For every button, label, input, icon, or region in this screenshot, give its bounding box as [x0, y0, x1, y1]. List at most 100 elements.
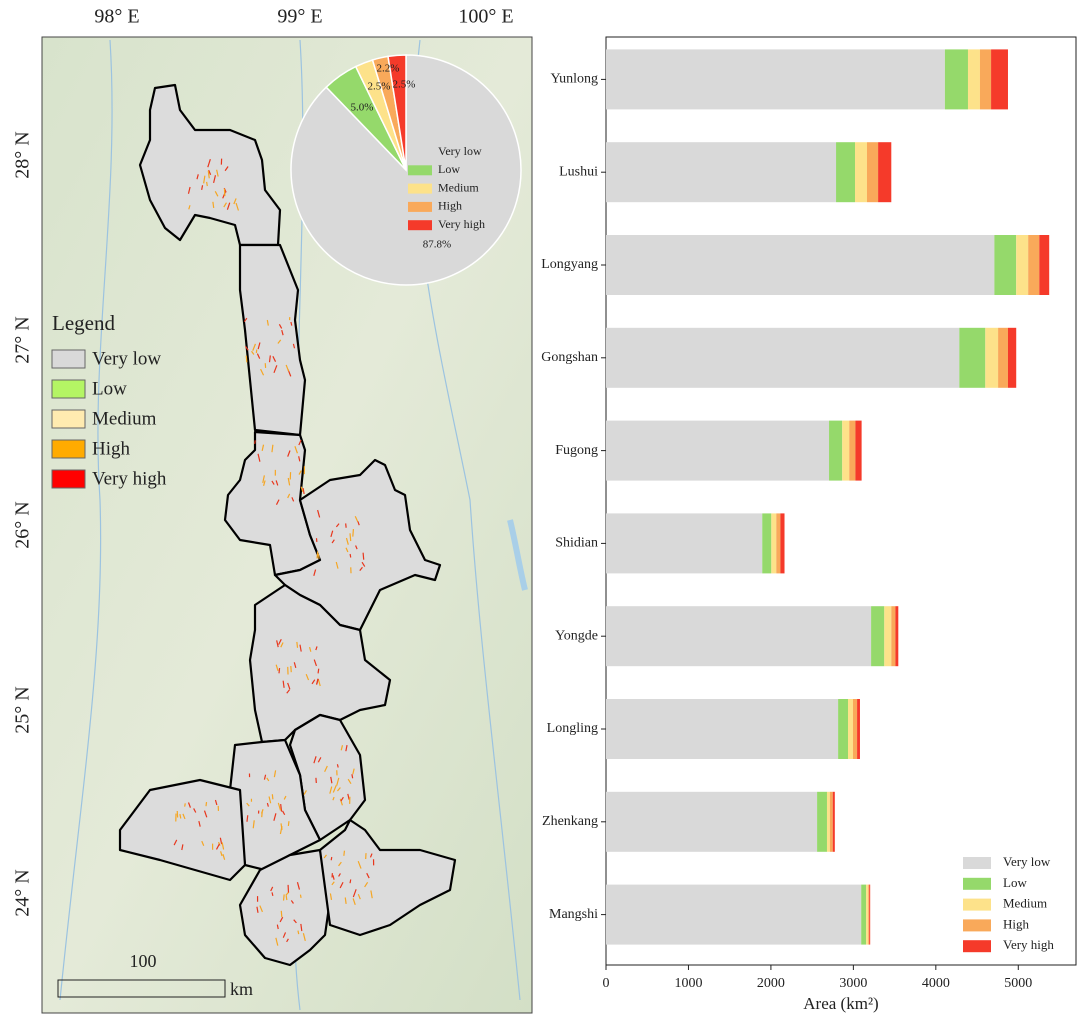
speckle: [259, 905, 264, 913]
speckle: [315, 646, 318, 651]
risk-speckles: [173, 158, 375, 946]
bar-segment: [606, 235, 995, 295]
speckle: [349, 879, 352, 884]
speckle: [275, 480, 279, 486]
bar-segment: [852, 699, 858, 759]
bar-segment: [869, 884, 871, 945]
speckle: [302, 933, 306, 942]
pie-legend-label: Medium: [438, 180, 479, 194]
speckle: [317, 553, 320, 559]
pie-value-label: 5.0%: [351, 102, 374, 114]
legend-label: Very low: [1003, 854, 1051, 869]
speckle: [281, 810, 286, 816]
speckle: [286, 938, 289, 943]
speckle: [246, 815, 249, 822]
speckle: [329, 786, 333, 794]
speckle: [357, 521, 360, 526]
pie-legend-label: Very low: [438, 144, 482, 158]
speckle: [280, 803, 283, 812]
speckle: [252, 820, 255, 829]
speckle: [299, 894, 302, 898]
bar-segment: [606, 142, 837, 203]
speckle: [293, 919, 297, 924]
speckle: [296, 641, 299, 648]
speckle: [302, 487, 305, 495]
speckle: [182, 813, 186, 820]
bar-segment: [606, 884, 862, 945]
speckle: [352, 889, 357, 898]
speckle: [187, 186, 191, 194]
speckle: [246, 802, 250, 807]
speckle: [340, 745, 344, 751]
bar-segment: [861, 884, 867, 945]
speckle: [221, 842, 225, 850]
speckle: [254, 440, 256, 444]
speckle: [203, 175, 206, 184]
speckle: [207, 170, 210, 179]
speckle: [351, 774, 354, 779]
speckle: [357, 893, 361, 900]
speckle: [340, 796, 344, 802]
speckle: [305, 673, 310, 681]
speckle: [257, 342, 261, 350]
speckle: [313, 659, 318, 667]
speckle: [276, 640, 279, 648]
legend-swatch: [963, 940, 991, 953]
y-tick-label: Yunlong: [551, 72, 598, 87]
speckle: [278, 639, 282, 645]
speckle: [193, 808, 197, 813]
legend-label: High: [1003, 916, 1030, 931]
pie-legend-label: High: [438, 199, 462, 213]
speckle: [294, 446, 298, 454]
legend-label: Low: [1003, 875, 1027, 890]
speckle: [331, 539, 335, 544]
speckle: [256, 906, 259, 913]
speckle: [300, 923, 303, 932]
speckle: [317, 757, 322, 763]
speckle: [201, 840, 205, 846]
x-tick-label: 2000: [757, 976, 785, 991]
y-tick-label: Zhenkang: [542, 814, 598, 829]
speckle: [244, 345, 249, 351]
speckle: [297, 930, 300, 935]
speckle: [233, 198, 237, 205]
speckle: [293, 662, 297, 669]
x-tick-label: 0: [603, 976, 610, 991]
pie-chart: 87.8% 5.0% 2.5% 2.2% 2.5% Very low Low Medium Hi…: [290, 54, 522, 286]
bar-segment: [979, 49, 992, 110]
bar-segment: [985, 327, 999, 388]
legend-label: Very high: [1003, 937, 1054, 952]
pie-legend-swatch: [408, 220, 432, 231]
speckle: [271, 480, 275, 485]
speckle: [275, 664, 279, 671]
speckle: [279, 826, 283, 835]
bar-segment: [606, 420, 830, 481]
speckle: [213, 175, 217, 183]
speckle: [208, 169, 212, 176]
pie-value-label: 2.5%: [393, 79, 416, 91]
speckle: [335, 561, 339, 569]
speckle: [290, 900, 294, 904]
speckle: [226, 202, 231, 210]
speckle: [287, 821, 290, 827]
speckle: [336, 787, 341, 792]
speckle: [357, 860, 362, 869]
speckle: [277, 339, 282, 344]
bar-segment: [606, 791, 818, 852]
speckle: [287, 682, 291, 690]
speckle: [268, 796, 272, 804]
speckle: [220, 851, 223, 857]
speckle: [261, 444, 265, 452]
bar-segment: [891, 606, 896, 667]
bar-segment: [855, 142, 867, 203]
bar-segment: [817, 791, 827, 852]
bar-segment: [606, 699, 839, 759]
bar-segment: [606, 606, 872, 667]
latitude-label: 24° N: [12, 869, 34, 916]
bar-segment: [829, 420, 843, 481]
speckle: [219, 837, 223, 845]
speckle: [173, 839, 178, 846]
bar-segment: [884, 606, 892, 667]
speckle: [347, 793, 350, 800]
speckle: [343, 850, 346, 856]
